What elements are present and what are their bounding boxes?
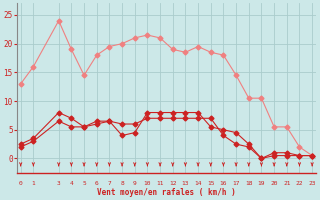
X-axis label: Vent moyen/en rafales ( km/h ): Vent moyen/en rafales ( km/h )	[97, 188, 236, 197]
